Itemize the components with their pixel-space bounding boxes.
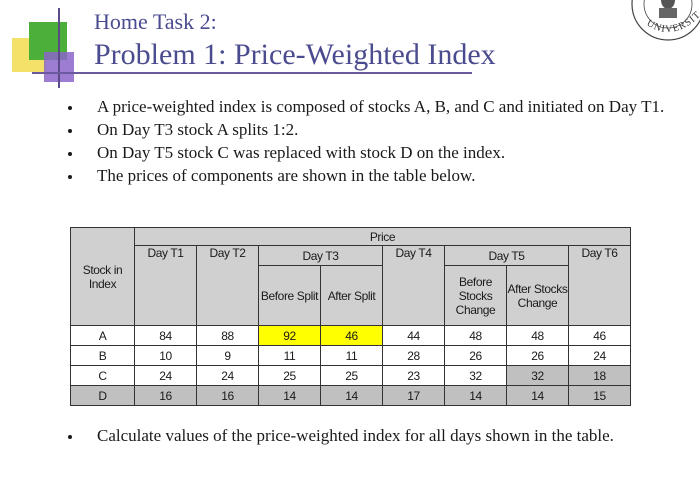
table-row: A 84 88 92 46 44 48 48 46 bbox=[70, 325, 631, 346]
bullet-item: Calculate values of the price-weighted i… bbox=[60, 424, 670, 447]
bullet-item: On Day T3 stock A splits 1:2. bbox=[60, 118, 670, 141]
price-cell: 24 bbox=[568, 345, 631, 366]
table-row: D 16 16 14 14 17 14 14 15 bbox=[70, 385, 631, 406]
stock-cell: A bbox=[70, 325, 135, 346]
stock-cell: D bbox=[70, 385, 135, 406]
header-day-t1: Day T1 bbox=[134, 245, 197, 326]
price-cell: 16 bbox=[134, 385, 197, 406]
stock-header: Stock in Index bbox=[70, 227, 135, 326]
slide-subtitle: Home Task 2: bbox=[94, 9, 217, 34]
price-cell: 92 bbox=[258, 325, 321, 346]
price-cell: 32 bbox=[444, 365, 507, 386]
price-cell: 10 bbox=[134, 345, 197, 366]
price-cell: 46 bbox=[568, 325, 631, 346]
table-row: C 24 24 25 25 23 32 32 18 bbox=[70, 365, 631, 386]
slide-title: Problem 1: Price-Weighted Index bbox=[94, 38, 496, 71]
bullet-item: On Day T5 stock C was replaced with stoc… bbox=[60, 141, 670, 164]
header-after-change: After Stocks Change bbox=[506, 265, 569, 326]
bullet-item: A price-weighted index is composed of st… bbox=[60, 95, 670, 118]
header-day-t5: Day T5 bbox=[444, 245, 569, 266]
header-day-t3: Day T3 bbox=[258, 245, 383, 266]
price-cell: 23 bbox=[382, 365, 445, 386]
price-cell: 84 bbox=[134, 325, 197, 346]
header-before-change: Before Stocks Change bbox=[444, 265, 507, 326]
price-table: Stock in Index Price Day T1 Day T2 Day T… bbox=[70, 227, 631, 406]
price-cell: 46 bbox=[320, 325, 383, 346]
bullet-item: The prices of components are shown in th… bbox=[60, 164, 670, 187]
university-seal-icon: UNIVERSITY bbox=[628, 0, 700, 41]
price-cell: 11 bbox=[320, 345, 383, 366]
header-day-t4: Day T4 bbox=[382, 245, 445, 326]
header-after-split: After Split bbox=[320, 265, 383, 326]
price-cell: 17 bbox=[382, 385, 445, 406]
price-cell: 9 bbox=[196, 345, 259, 366]
intro-bullet-list: A price-weighted index is composed of st… bbox=[60, 95, 670, 187]
price-cell: 25 bbox=[320, 365, 383, 386]
header-day-t6: Day T6 bbox=[568, 245, 631, 326]
price-cell: 15 bbox=[568, 385, 631, 406]
price-cell: 25 bbox=[258, 365, 321, 386]
price-cell: 28 bbox=[382, 345, 445, 366]
price-cell: 24 bbox=[196, 365, 259, 386]
price-cell: 14 bbox=[506, 385, 569, 406]
price-cell: 26 bbox=[444, 345, 507, 366]
price-cell: 24 bbox=[134, 365, 197, 386]
price-cell: 14 bbox=[320, 385, 383, 406]
task-bullet-list: Calculate values of the price-weighted i… bbox=[60, 424, 670, 447]
price-cell: 14 bbox=[444, 385, 507, 406]
price-cell: 48 bbox=[444, 325, 507, 346]
price-cell: 32 bbox=[506, 365, 569, 386]
price-cell: 18 bbox=[568, 365, 631, 386]
price-cell: 14 bbox=[258, 385, 321, 406]
stock-cell: C bbox=[70, 365, 135, 386]
stock-cell: B bbox=[70, 345, 135, 366]
price-cell: 16 bbox=[196, 385, 259, 406]
header-before-split: Before Split bbox=[258, 265, 321, 326]
price-group-header: Price bbox=[134, 227, 631, 246]
header-day-t2: Day T2 bbox=[196, 245, 259, 326]
decorative-vertical-line bbox=[58, 8, 60, 88]
price-cell: 44 bbox=[382, 325, 445, 346]
price-cell: 48 bbox=[506, 325, 569, 346]
price-cell: 88 bbox=[196, 325, 259, 346]
table-row: B 10 9 11 11 28 26 26 24 bbox=[70, 345, 631, 366]
price-cell: 11 bbox=[258, 345, 321, 366]
price-cell: 26 bbox=[506, 345, 569, 366]
title-underline bbox=[32, 72, 472, 74]
